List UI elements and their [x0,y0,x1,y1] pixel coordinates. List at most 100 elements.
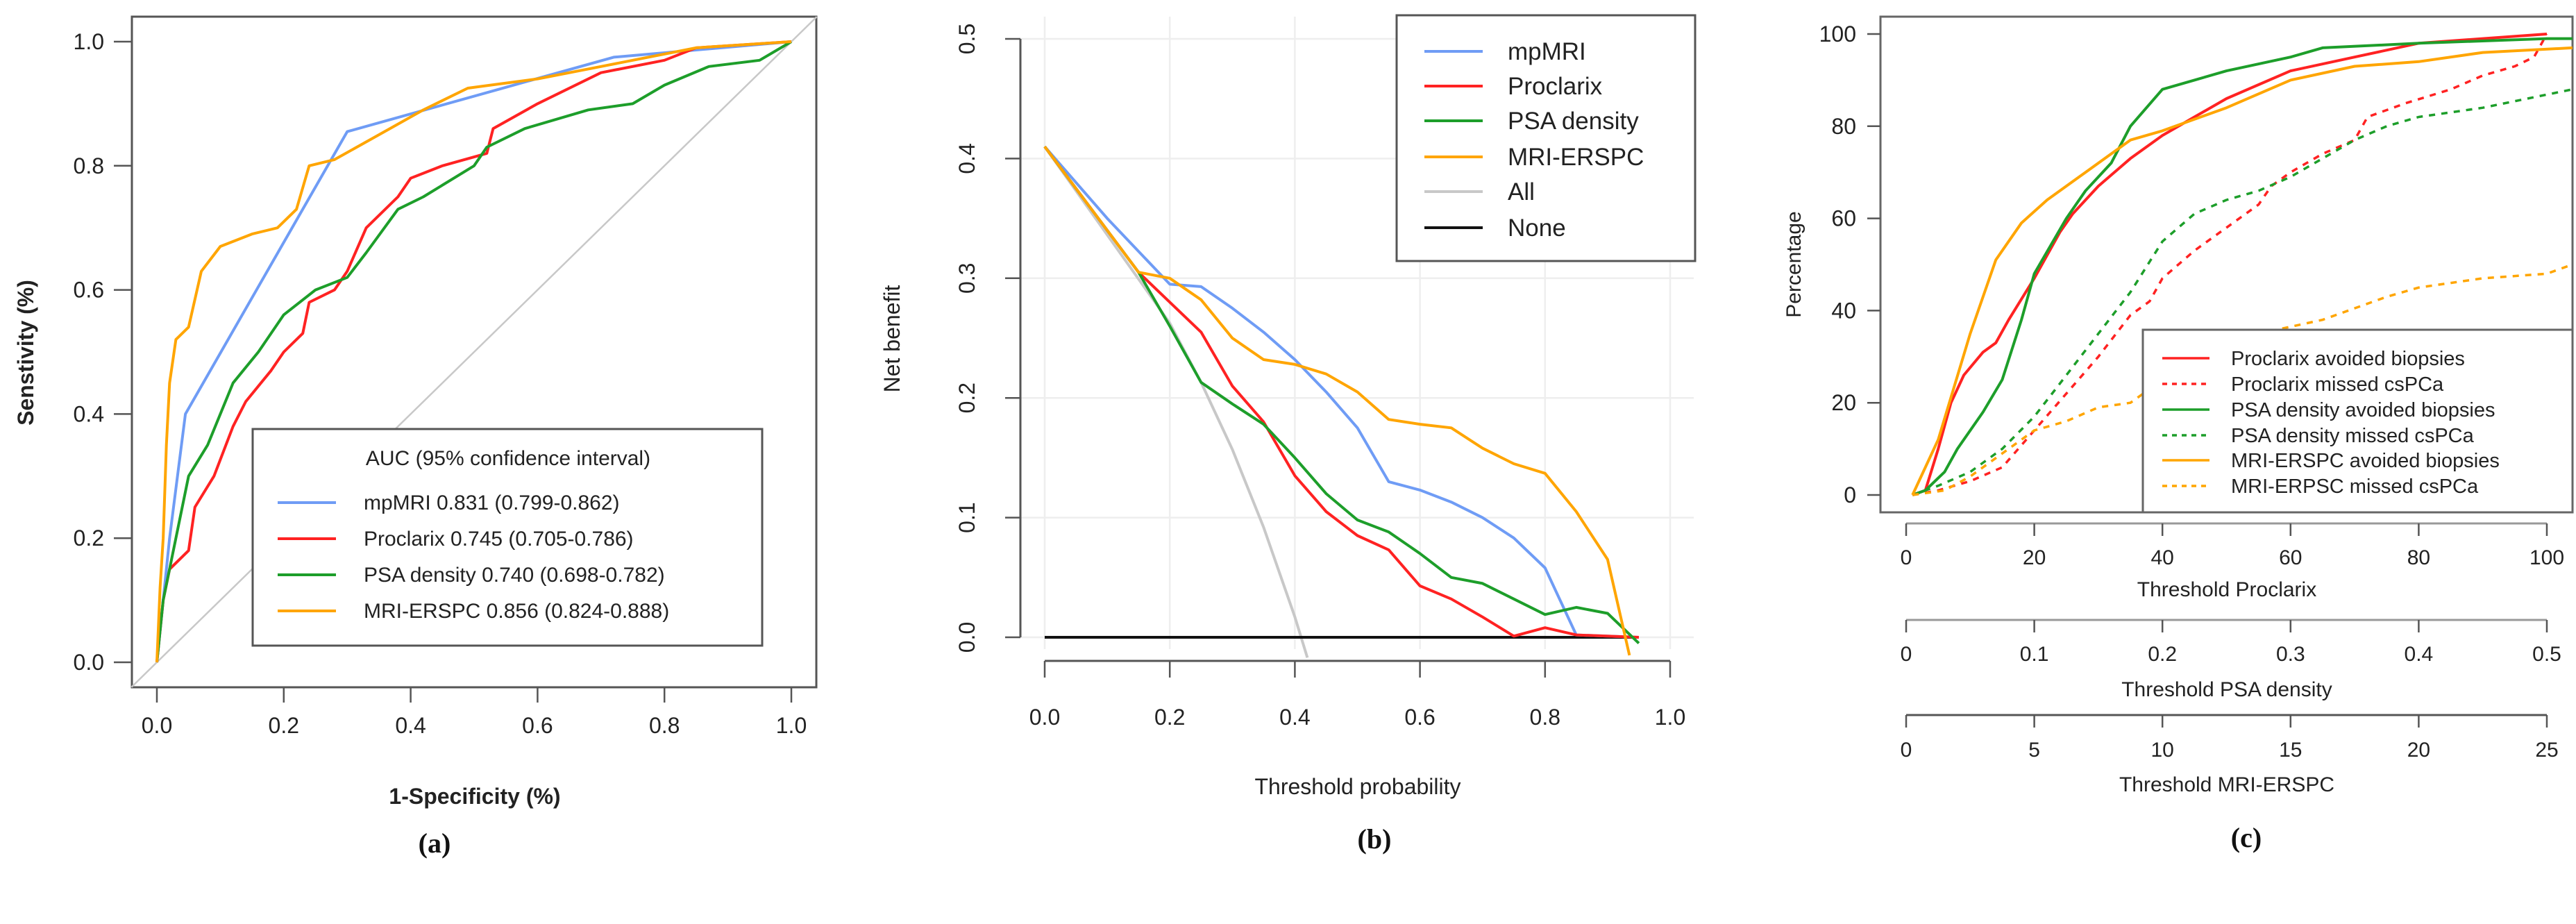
legend-entry: PSA density avoided biopsies [2231,399,2495,421]
y-tick-label: 0.0 [74,650,104,675]
x-tick-label: 0.0 [1029,705,1060,730]
legend: AUC (95% confidence interval) mpMRI 0.831… [251,428,764,647]
legend-entry: PSA density missed csPCa [2231,425,2475,447]
reference-diagonal [131,16,818,688]
legend-box [2141,328,2574,514]
y-tick-label: 0.0 [954,622,979,653]
legend-entry: All [1508,178,1535,205]
legend-entry: mpMRI 0.831 (0.799-0.862) [364,492,620,514]
y-tick-label: 100 [1819,22,1856,47]
legend-entry: PSA density 0.740 (0.698-0.782) [364,564,665,587]
panel-a-roc: 0.0 0.2 0.4 0.6 0.8 1.0 0.0 0.2 0.4 0.6 0.8 1.0 1-Sp… [13,15,818,859]
x-tick-label: 1.0 [1655,705,1685,730]
net-benefit-line-proclarix [1043,146,1639,639]
legend-entry: Proclarix 0.745 (0.705-0.786) [364,528,634,551]
roc-line-mri-erspc [155,40,792,663]
legend-entry: MRI-ERSPC 0.856 (0.824-0.888) [364,600,669,623]
x-tick-label: 0 [1901,739,1912,762]
y-tick-label: 0.6 [74,278,104,303]
x-axis-title: Threshold Proclarix [2137,578,2316,601]
x-axis-title: Threshold probability [1254,774,1460,799]
x-tick-label: 0.2 [1154,705,1185,730]
y-tick-label: 0.1 [954,502,979,532]
x-tick-label: 0.1 [2020,643,2049,666]
x-tick-label: 20 [2407,739,2430,762]
x-axis-title: 1-Specificity (%) [389,784,560,809]
x-tick-label: 0 [1901,546,1912,569]
y-tick-label: 0 [1844,482,1856,507]
curve-proclarix-missed-cspca [1912,33,2548,496]
x-tick-label: 15 [2279,739,2302,762]
panel-b-decision-curve: 0.0 0.1 0.2 0.3 0.4 0.5 0.0 0.2 0.4 0.6 0.8 1.0 Thre… [879,14,1697,855]
x-tick-label: 1.0 [776,713,807,738]
panel-label: (b) [1358,823,1392,855]
roc-line-proclarix [155,40,792,663]
x-tick-label: 0.6 [1404,705,1435,730]
net-benefit-line-psa-density [1043,146,1640,645]
legend-entry: Proclarix missed csPCa [2231,373,2444,396]
x-axis-title: Threshold PSA density [2121,678,2332,701]
x-tick-label: 0 [1901,643,1912,666]
y-axis-title: Senstivity (%) [13,280,38,426]
x-tick-label: 0.4 [1279,705,1310,730]
curve-proclarix-avoided-biopsies [1912,33,2548,496]
panel-label: (c) [2231,822,2262,853]
curve-mri-erspc-avoided-biopsies [1911,46,2573,496]
y-axis-title: Percentage [1783,211,1805,317]
y-tick-label: 60 [1831,206,1856,231]
y-tick-label: 0.3 [954,263,979,294]
legend-entry: None [1508,215,1566,242]
legend: mpMRI Proclarix PSA density MRI-ERSPC All Non… [1395,14,1697,262]
legend-entry: MRI-ERPSC missed csPCa [2231,476,2479,498]
x-tick-label: 0.0 [142,713,172,738]
legend-box [251,428,764,647]
x-tick-label: 0.2 [269,713,299,738]
x-tick-label: 80 [2407,546,2430,569]
x-tick-label: 5 [2028,739,2040,762]
x-tick-label: 0.8 [649,713,680,738]
net-benefit-line-all [1043,146,1309,658]
x-tick-label: 0.5 [2532,643,2561,666]
y-tick-label: 20 [1831,390,1856,415]
legend-entry: Proclarix avoided biopsies [2231,348,2465,370]
legend: Proclarix avoided biopsies Proclarix miss… [2141,328,2574,514]
y-tick-label: 0.2 [74,526,104,551]
y-tick-label: 0.8 [74,153,104,178]
x-tick-label: 10 [2151,739,2174,762]
legend-box [1395,14,1697,262]
legend-entry: PSA density [1508,108,1639,135]
x-tick-label: 0.4 [2405,643,2434,666]
x-tick-label: 0.2 [2148,643,2177,666]
roc-line-psa-density [155,40,793,663]
curve-psa-density-missed-cspca [1912,87,2573,496]
y-axis-title: Net benefit [879,285,904,393]
x-axis-title: Threshold MRI-ERSPC [2119,773,2334,796]
x-tick-label: 0.3 [2276,643,2305,666]
x-tick-label: 0.6 [522,713,553,738]
curve-psa-density-avoided-biopsies [1912,37,2573,496]
y-tick-label: 0.5 [954,24,979,54]
y-tick-label: 0.4 [74,401,104,426]
legend-entry: mpMRI [1508,38,1586,65]
y-tick-label: 0.2 [954,383,979,413]
net-benefit-line-mpmri [1043,145,1639,639]
x-tick-label: 100 [2529,546,2564,569]
y-tick-label: 1.0 [74,29,104,54]
y-tick-label: 0.4 [954,143,979,174]
legend-entry: MRI-ERSPC avoided biopsies [2231,450,2500,472]
y-tick-label: 40 [1831,298,1856,323]
x-tick-label: 25 [2535,739,2558,762]
panel-label: (a) [419,828,451,859]
x-tick-label: 0.4 [395,713,426,738]
net-benefit-line-mri-erspc [1043,146,1631,656]
x-tick-label: 40 [2151,546,2174,569]
x-tick-label: 60 [2279,546,2302,569]
x-tick-label: 20 [2023,546,2046,569]
x-tick-label: 0.8 [1530,705,1560,730]
legend-entry: Proclarix [1508,73,1603,100]
legend-title: AUC (95% confidence interval) [366,447,650,470]
legend-entry: MRI-ERSPC [1508,144,1644,171]
y-tick-label: 80 [1831,114,1856,139]
